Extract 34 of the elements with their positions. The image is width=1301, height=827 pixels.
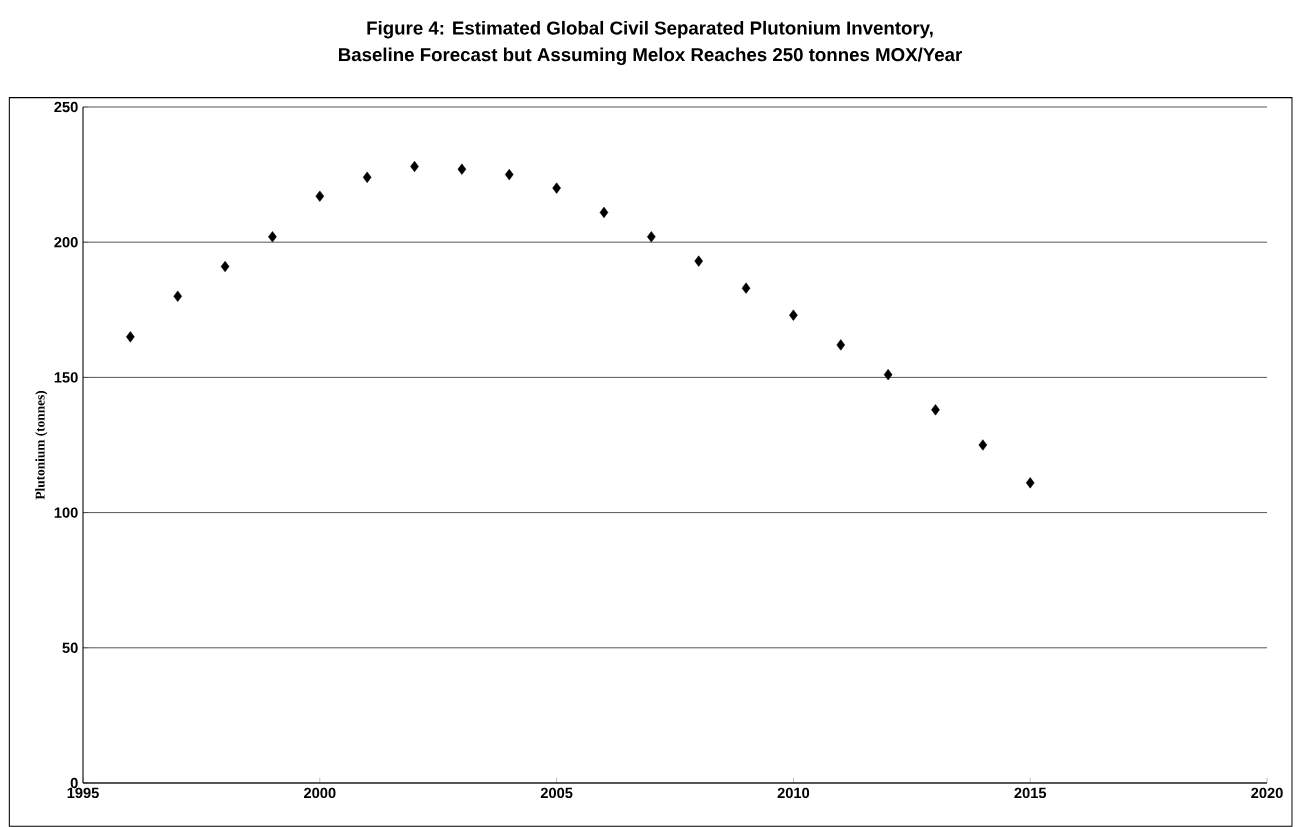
point — [883, 369, 893, 381]
point — [315, 190, 325, 202]
point — [504, 168, 514, 181]
y-tick-label: 150 — [54, 372, 78, 383]
chart-subtitle: Baseline Forecast but Assuming Melox Reaches 250 tonnes MOX/Year — [339, 47, 962, 66]
point — [126, 331, 135, 343]
y-tick-label: 50 — [62, 642, 78, 653]
point — [647, 231, 656, 243]
x-tick-label: 1995 — [67, 787, 99, 799]
x-tick-label: 2005 — [540, 787, 573, 799]
x-tick-label: 2010 — [777, 787, 810, 799]
y-tick-label: 100 — [54, 507, 78, 518]
x-tick-label: 2015 — [1014, 787, 1047, 799]
point — [931, 404, 940, 416]
point — [362, 171, 372, 183]
point — [978, 439, 988, 451]
point — [220, 260, 230, 273]
point — [457, 163, 467, 175]
x-tick-label: 2000 — [303, 787, 336, 799]
y-tick-label: 250 — [54, 101, 78, 113]
point — [741, 282, 751, 294]
chart-title: Figure 4: Estimated Global Civil Separated Plutonium Inventory, — [367, 20, 933, 39]
point — [1025, 477, 1035, 489]
point — [694, 255, 703, 267]
y-tick-label: 0 — [70, 777, 78, 789]
point — [173, 290, 182, 302]
point — [599, 206, 609, 219]
y-axis-title: Plutonium (tonnes) — [35, 390, 48, 500]
point — [789, 309, 798, 321]
x-tick-label: 2020 — [1251, 787, 1283, 799]
point — [836, 339, 846, 351]
point — [552, 182, 561, 194]
point — [268, 231, 277, 243]
y-tick-label: 200 — [54, 237, 78, 248]
